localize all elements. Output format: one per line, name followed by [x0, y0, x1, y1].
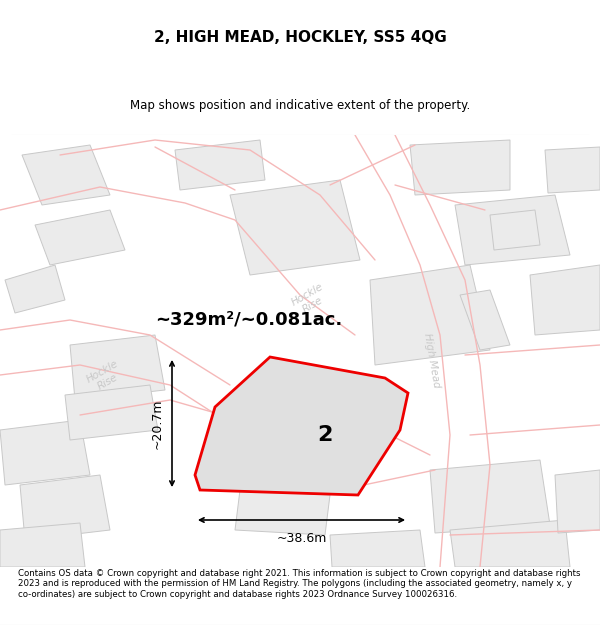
- Polygon shape: [70, 335, 165, 400]
- Text: Hockle
Rise: Hockle Rise: [289, 282, 331, 318]
- Polygon shape: [230, 180, 360, 275]
- Polygon shape: [455, 195, 570, 265]
- Polygon shape: [20, 475, 110, 540]
- Polygon shape: [0, 523, 85, 567]
- Text: Contains OS data © Crown copyright and database right 2021. This information is : Contains OS data © Crown copyright and d…: [18, 569, 581, 599]
- Polygon shape: [195, 357, 408, 495]
- Polygon shape: [450, 520, 570, 567]
- Text: 2: 2: [317, 425, 332, 445]
- Text: ~329m²/~0.081ac.: ~329m²/~0.081ac.: [155, 311, 342, 329]
- Polygon shape: [0, 420, 90, 485]
- Text: 2, HIGH MEAD, HOCKLEY, SS5 4QG: 2, HIGH MEAD, HOCKLEY, SS5 4QG: [154, 30, 446, 45]
- Polygon shape: [370, 265, 490, 365]
- Polygon shape: [555, 470, 600, 533]
- Polygon shape: [235, 490, 330, 535]
- Polygon shape: [545, 147, 600, 193]
- Polygon shape: [410, 140, 510, 195]
- Polygon shape: [330, 530, 425, 567]
- Text: ~20.7m: ~20.7m: [151, 398, 164, 449]
- Text: Map shows position and indicative extent of the property.: Map shows position and indicative extent…: [130, 99, 470, 112]
- Polygon shape: [225, 420, 345, 490]
- Polygon shape: [430, 460, 550, 533]
- Polygon shape: [175, 140, 265, 190]
- Polygon shape: [65, 385, 158, 440]
- Polygon shape: [530, 265, 600, 335]
- Polygon shape: [35, 210, 125, 265]
- Text: ~38.6m: ~38.6m: [277, 532, 326, 545]
- Polygon shape: [22, 145, 110, 205]
- Polygon shape: [5, 265, 65, 313]
- Text: Hockle
Rise: Hockle Rise: [85, 359, 125, 395]
- Polygon shape: [460, 290, 510, 350]
- Text: High Mead: High Mead: [422, 332, 442, 388]
- Polygon shape: [490, 210, 540, 250]
